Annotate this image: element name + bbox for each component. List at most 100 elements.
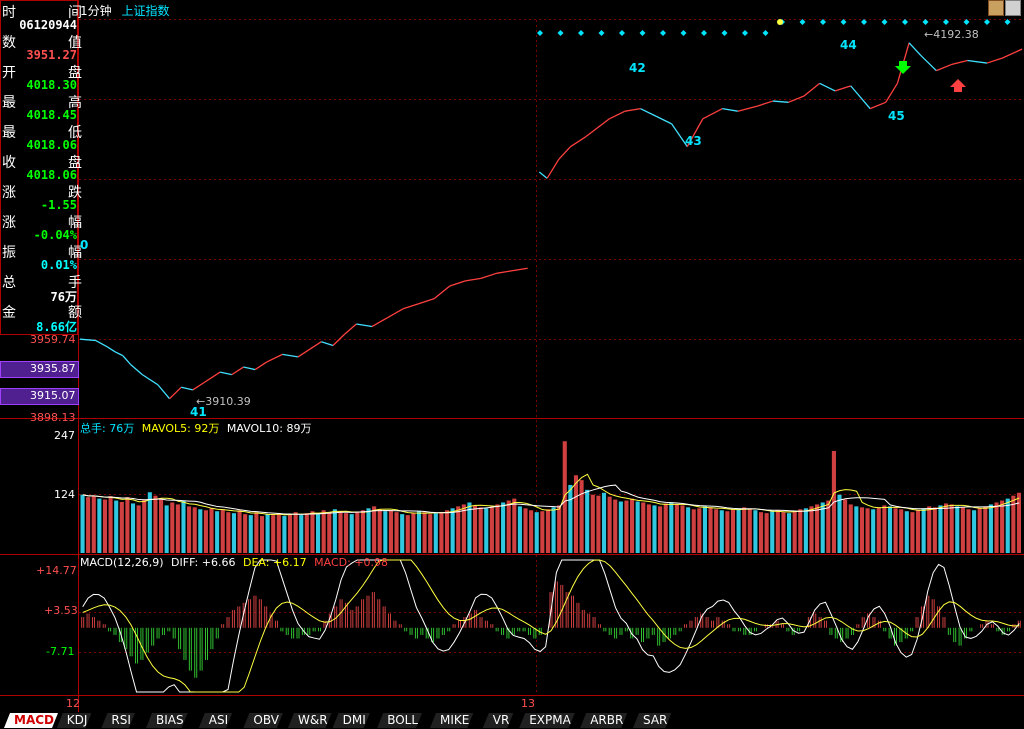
price-segment [558, 146, 571, 160]
volume-mavol5: MAVOL5: 92万 [141, 422, 220, 435]
volume-bar [725, 511, 730, 553]
tab-wr[interactable]: W&R [288, 713, 332, 728]
tab-mike[interactable]: MIKE [430, 713, 473, 728]
volume-bar [108, 496, 113, 553]
price-segment [788, 95, 805, 103]
volume-bar [248, 515, 253, 553]
volume-bar [467, 502, 472, 553]
volume-bar [433, 513, 438, 553]
volume-bar [388, 510, 393, 553]
volume-bar [792, 511, 797, 553]
price-segment [321, 341, 334, 347]
volume-bar [97, 498, 102, 553]
price-segment [282, 353, 299, 358]
tab-bias[interactable]: BIAS [146, 713, 188, 728]
refresh-icon[interactable] [988, 0, 1004, 16]
volume-bar [573, 475, 579, 553]
volume-bar [972, 510, 977, 553]
tab-arbr[interactable]: ARBR [580, 713, 627, 728]
price-segment [702, 108, 723, 120]
diamond-marker-icon [762, 30, 769, 36]
price-segment [122, 355, 132, 365]
volume-bar [680, 505, 685, 553]
tab-macd[interactable]: MACD [4, 713, 58, 728]
tab-dmi[interactable]: DMI [333, 713, 370, 728]
price-segment [169, 386, 182, 400]
volume-bar [332, 509, 337, 553]
volume-bar [820, 502, 825, 553]
volume-bar [714, 509, 719, 553]
yellow-dot-icon [777, 19, 783, 25]
volume-bar [787, 513, 792, 553]
diamond-marker-icon [861, 19, 867, 25]
panel-frames [0, 0, 1024, 712]
volume-bar [495, 504, 500, 553]
price-segment [722, 108, 738, 112]
diamond-marker-icon [660, 30, 666, 36]
info-label: 涨幅 [2, 215, 134, 231]
volume-bar [708, 507, 713, 553]
period-label[interactable]: 1分钟 [80, 4, 112, 18]
volume-bar [635, 501, 640, 553]
tab-sar[interactable]: SAR [633, 713, 671, 728]
tab-boll[interactable]: BOLL [377, 713, 422, 728]
price-segment [141, 374, 159, 386]
diamond-marker-icon [639, 30, 646, 36]
volume-bar [203, 510, 208, 553]
corner-tools[interactable] [988, 0, 1022, 16]
volume-bar [702, 506, 707, 553]
volume-bar [187, 506, 192, 553]
tab-label: EXPMA [529, 713, 571, 727]
volume-bar [153, 495, 158, 553]
tab-vr[interactable]: VR [483, 713, 514, 728]
volume-bar [299, 515, 304, 553]
volume-bar [826, 500, 831, 553]
volume-bar [344, 513, 349, 553]
volume-bar [259, 516, 265, 553]
window-icon[interactable] [1005, 0, 1021, 16]
volume-bar [534, 512, 539, 553]
tab-asi[interactable]: ASI [199, 713, 232, 728]
volume-bar [910, 512, 915, 553]
price-segment [130, 364, 143, 376]
tab-label: OBV [253, 713, 279, 727]
volume-bar [753, 510, 758, 553]
info-label: 最高 [2, 95, 134, 111]
diamond-marker-icon [1004, 19, 1011, 25]
tab-label: BOLL [387, 713, 419, 727]
volume-bar [876, 507, 881, 553]
tab-obv[interactable]: OBV [243, 713, 283, 728]
price-segment [869, 101, 887, 110]
volume-bar [91, 495, 96, 553]
mavol10-line [82, 484, 1020, 515]
instrument-name[interactable]: 上证指数 [121, 4, 170, 18]
volume-bar [798, 509, 803, 553]
volume-bar [159, 498, 164, 553]
signal-markers [537, 19, 1011, 92]
wave-label-44: 44 [840, 38, 857, 52]
x-axis-label: 13 [521, 697, 535, 710]
volume-bar [360, 510, 365, 553]
volume-bar [461, 504, 466, 553]
tab-expma[interactable]: EXPMA [519, 713, 575, 728]
volume-bar [282, 516, 287, 553]
green-down-arrow-icon [895, 61, 911, 74]
info-value: -1.55 [40, 198, 77, 212]
volume-bar [512, 498, 517, 553]
volume-bar [489, 506, 494, 553]
price-axis-label: 3959.74 [30, 333, 76, 346]
volume-bar [601, 492, 607, 553]
info-value: 3951.27 [26, 48, 77, 62]
volume-bar [506, 500, 511, 553]
price-segment [936, 63, 953, 72]
tab-kdj[interactable]: KDJ [57, 713, 92, 728]
volume-mavol10: MAVOL10: 89万 [226, 422, 312, 435]
diamond-marker-icon [680, 30, 687, 36]
volume-bar [848, 504, 853, 553]
price-segment [967, 59, 988, 64]
volume-bar [669, 502, 674, 553]
volume-bar [125, 497, 130, 553]
info-value: 4018.06 [26, 168, 77, 182]
tab-rsi[interactable]: RSI [101, 713, 135, 728]
price-segment [309, 341, 322, 350]
